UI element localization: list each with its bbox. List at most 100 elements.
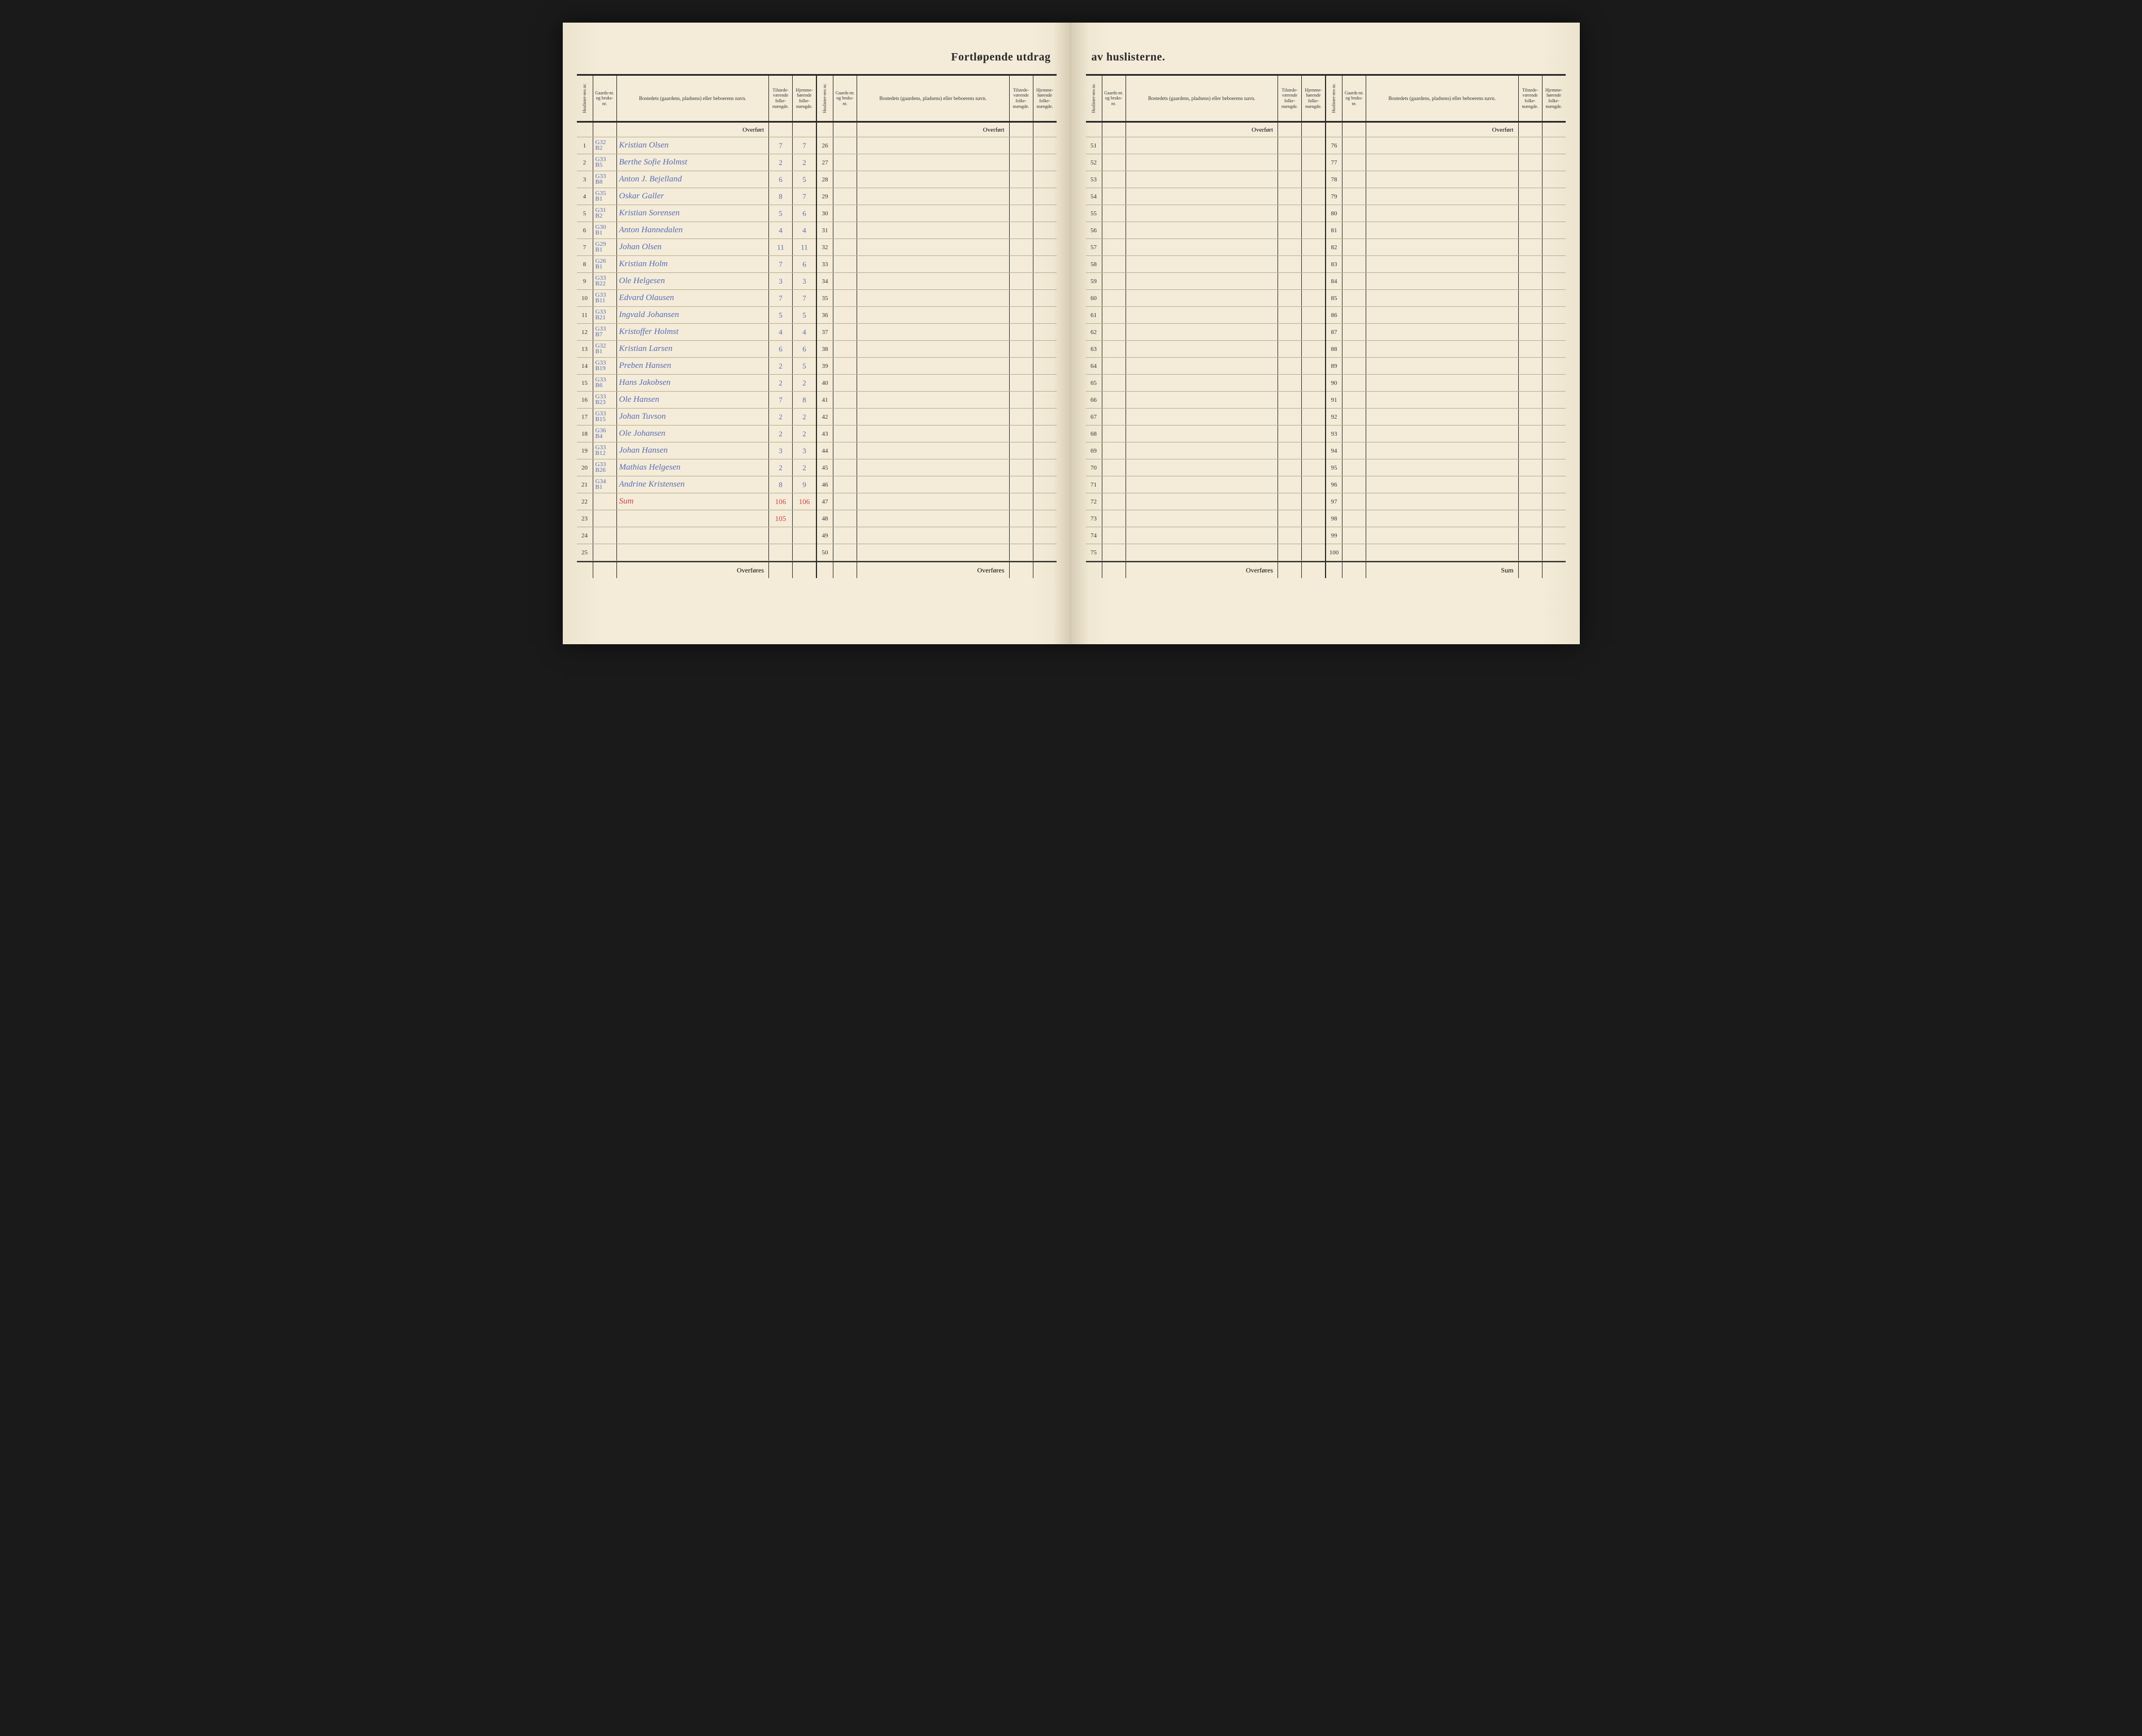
row-gaard (1102, 256, 1126, 272)
table-row: 95 (1326, 459, 1566, 476)
row-til (1278, 239, 1301, 255)
row-hjem (1033, 171, 1057, 188)
row-til (1009, 239, 1033, 255)
row-til (1278, 205, 1301, 222)
row-til (1009, 341, 1033, 357)
row-gaard (833, 442, 857, 459)
row-name: Kristoffer Holmst (616, 324, 769, 340)
row-index: 18 (577, 426, 593, 442)
col-gaard: Gaards-nr. og bruks-nr. (1342, 76, 1366, 121)
row-til (1009, 510, 1033, 527)
row-til (1009, 188, 1033, 205)
row-index: 32 (817, 239, 833, 255)
row-name (857, 341, 1009, 357)
row-hjem (1033, 493, 1057, 510)
row-til (1518, 222, 1542, 238)
row-gaard: G31 B2 (593, 205, 616, 222)
col-name: Bostedets (gaardens, pladsens) eller beb… (857, 76, 1009, 121)
row-name: Kristian Olsen (616, 137, 769, 154)
row-hjem: 7 (792, 290, 816, 306)
row-gaard (593, 510, 616, 527)
row-til (1518, 154, 1542, 171)
right-page: av huslisterne. Huslister-nes nr. Gaards… (1071, 23, 1580, 644)
row-index: 21 (577, 476, 593, 493)
row-til (1009, 205, 1033, 222)
row-til: 7 (768, 137, 792, 154)
row-til: 2 (768, 459, 792, 476)
row-hjem (1301, 409, 1325, 425)
row-index: 16 (577, 392, 593, 408)
row-name: Ole Hansen (616, 392, 769, 408)
row-gaard (1342, 273, 1366, 289)
table-row: 89 (1326, 358, 1566, 375)
row-til (1518, 527, 1542, 544)
row-gaard: G30 B1 (593, 222, 616, 238)
row-til (1009, 375, 1033, 391)
row-hjem (1033, 222, 1057, 238)
ledger-right: Huslister-nes nr. Gaards-nr. og bruks-nr… (1086, 74, 1566, 578)
row-til (1009, 409, 1033, 425)
row-index: 1 (577, 137, 593, 154)
row-hjem (1542, 324, 1566, 340)
row-hjem (1301, 256, 1325, 272)
row-til (1009, 290, 1033, 306)
row-til (1518, 290, 1542, 306)
table-row: 47 (817, 493, 1057, 510)
row-gaard: G33 B6 (593, 375, 616, 391)
row-hjem (1301, 324, 1325, 340)
row-index: 11 (577, 307, 593, 323)
row-til (1278, 341, 1301, 357)
table-row: 34 (817, 273, 1057, 290)
table-row: 75 (1086, 544, 1326, 561)
row-hjem (1301, 137, 1325, 154)
row-hjem: 4 (792, 222, 816, 238)
row-gaard: G34 B1 (593, 476, 616, 493)
row-name (1366, 442, 1518, 459)
subtable-2-head: Huslister-nes nr. Gaards-nr. og bruks-nr… (816, 76, 1057, 121)
row-til (1278, 222, 1301, 238)
table-row: 88 (1326, 341, 1566, 358)
row-name: Edvard Olausen (616, 290, 769, 306)
row-gaard (833, 426, 857, 442)
row-gaard (833, 137, 857, 154)
row-name (1366, 273, 1518, 289)
row-gaard (833, 527, 857, 544)
row-hjem (1033, 188, 1057, 205)
row-index: 82 (1326, 239, 1342, 255)
row-gaard (1102, 409, 1126, 425)
subtable-3-head: Huslister-nes nr. Gaards-nr. og bruks-nr… (1086, 76, 1326, 121)
table-row: 20G33 B26Mathias Helgesen22 (577, 459, 816, 476)
table-row: 33 (817, 256, 1057, 273)
row-hjem (1301, 527, 1325, 544)
row-gaard (1342, 171, 1366, 188)
row-gaard (1102, 205, 1126, 222)
subtable-1: Overført1G32 B2Kristian Olsen772G33 B5Be… (577, 123, 816, 561)
row-index: 45 (817, 459, 833, 476)
row-name (616, 527, 769, 544)
row-hjem: 6 (792, 205, 816, 222)
row-name: Hans Jakobsen (616, 375, 769, 391)
row-til (1278, 307, 1301, 323)
row-til (1518, 341, 1542, 357)
row-index: 97 (1326, 493, 1342, 510)
row-gaard: G33 B11 (593, 290, 616, 306)
table-row: 82 (1326, 239, 1566, 256)
row-til: 2 (768, 426, 792, 442)
row-index: 42 (817, 409, 833, 425)
row-gaard (1102, 527, 1126, 544)
row-name (857, 137, 1009, 154)
row-index: 35 (817, 290, 833, 306)
overfort-label: Overført (616, 123, 769, 137)
row-hjem (1033, 205, 1057, 222)
row-name (857, 493, 1009, 510)
row-hjem (792, 544, 816, 561)
row-til (1518, 256, 1542, 272)
row-gaard: G29 B1 (593, 239, 616, 255)
row-index: 36 (817, 307, 833, 323)
table-row: 64 (1086, 358, 1326, 375)
row-til (1518, 239, 1542, 255)
subtable-3: Overført51525354555657585960616263646566… (1086, 123, 1326, 561)
row-til: 5 (768, 205, 792, 222)
row-gaard (1102, 171, 1126, 188)
row-til: 8 (768, 476, 792, 493)
